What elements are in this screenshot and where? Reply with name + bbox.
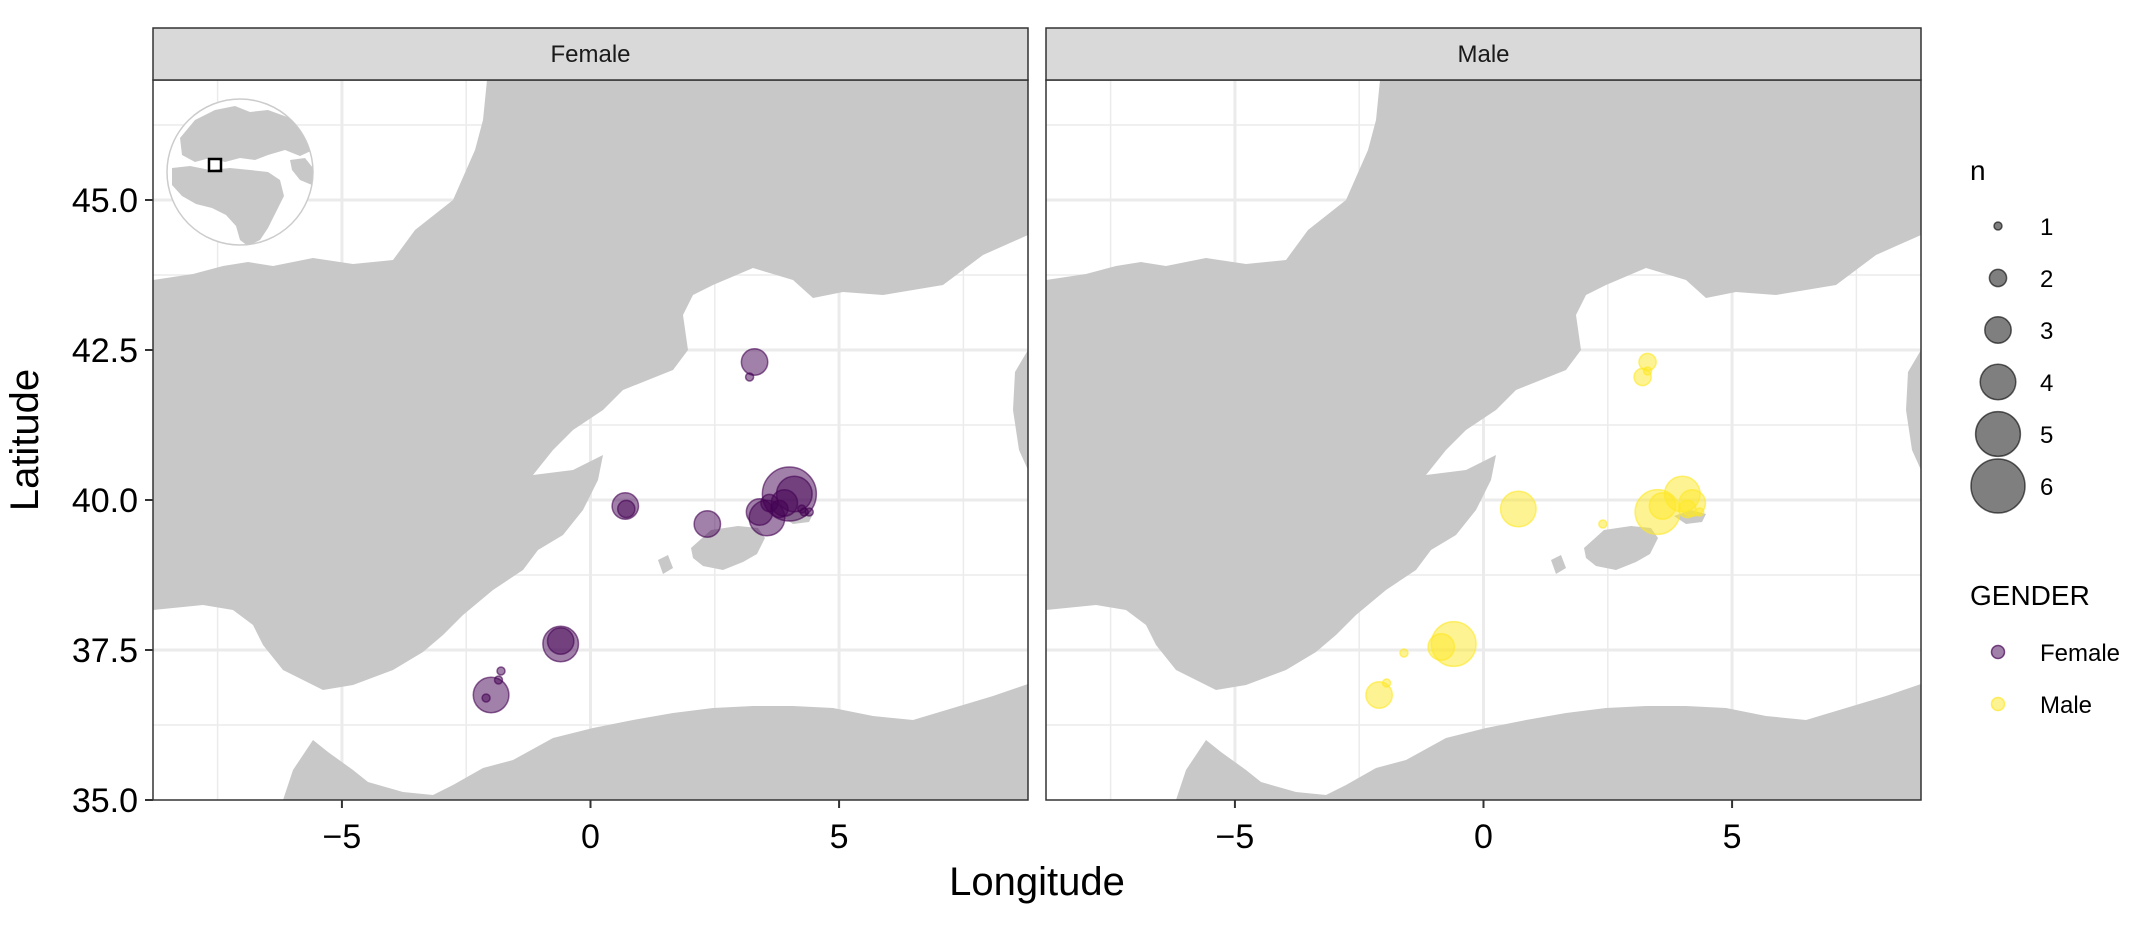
facet-strip: [152, 27, 1029, 81]
data-point-female: [472, 676, 510, 714]
data-point-male: [1399, 648, 1409, 658]
y-axis-title: Latitude: [3, 369, 47, 511]
y-tick-label: 40.0: [72, 482, 138, 520]
size-legend-key: [1974, 410, 2022, 458]
size-legend-label: 5: [2040, 422, 2053, 449]
color-legend-label: Female: [2040, 640, 2120, 667]
x-tick-label: 5: [830, 818, 849, 856]
size-legend-key: [1993, 221, 2003, 231]
size-legend-label: 6: [2040, 474, 2053, 501]
data-point-female: [616, 499, 636, 519]
x-tick-label: 0: [1474, 818, 1493, 856]
legend: n 1 2 3 4 5 6 GENDER Female Male: [1970, 155, 2120, 719]
size-legend-key: [1970, 458, 2026, 514]
facet-panel-female: Female: [152, 27, 1029, 801]
size-legend: 1 2 3 4 5 6: [1970, 214, 2053, 514]
globe-inset-extent-box: [207, 157, 223, 173]
x-axis: −5 0 5 −5 0 5: [323, 800, 1742, 856]
size-legend-title: n: [1970, 155, 1986, 186]
data-point-male: [1365, 681, 1394, 709]
data-point-female: [546, 627, 575, 655]
y-axis: 35.0 37.5 40.0 42.5 45.0: [72, 182, 153, 820]
data-point-male: [1499, 490, 1537, 528]
x-tick-label: 0: [581, 818, 600, 856]
y-tick-label: 45.0: [72, 182, 138, 220]
size-legend-key: [1988, 268, 2008, 288]
y-tick-label: 35.0: [72, 782, 138, 820]
facet-panel-male: Male: [1045, 27, 1922, 801]
data-point-male: [1381, 678, 1392, 688]
color-legend-title: GENDER: [1970, 580, 2090, 611]
data-point-male: [1642, 366, 1653, 376]
size-legend-label: 3: [2040, 318, 2053, 345]
size-legend-label: 1: [2040, 214, 2053, 241]
points-male: [1365, 352, 1707, 709]
data-point-male: [1695, 507, 1705, 517]
size-legend-label: 4: [2040, 370, 2053, 397]
y-tick-label: 37.5: [72, 632, 138, 670]
facet-strip: [1045, 27, 1922, 81]
size-legend-key: [1984, 316, 2012, 344]
points-female: [472, 348, 818, 714]
data-point-female: [740, 348, 769, 376]
data-point-female: [496, 666, 506, 676]
x-tick-label: 5: [1723, 818, 1742, 856]
data-point-male: [1677, 499, 1697, 519]
color-legend-key: [1990, 696, 2006, 712]
data-point-female: [693, 510, 722, 538]
globe-inset: [166, 98, 314, 246]
data-point-female: [804, 507, 814, 517]
x-tick-label: −5: [323, 818, 362, 856]
color-legend-label: Male: [2040, 692, 2092, 719]
data-point-female: [744, 372, 755, 382]
facet-strip-label: Female: [550, 41, 630, 68]
x-axis-title: Longitude: [949, 860, 1125, 904]
color-legend: Female Male: [1990, 640, 2120, 719]
data-point-female: [770, 499, 789, 519]
color-legend-key: [1990, 644, 2006, 660]
data-point-male: [1427, 633, 1456, 661]
size-legend-label: 2: [2040, 266, 2053, 293]
size-legend-key: [1979, 363, 2017, 401]
data-point-male: [1598, 519, 1608, 529]
data-point-female: [493, 675, 504, 685]
data-point-female: [481, 693, 491, 703]
x-tick-label: −5: [1216, 818, 1255, 856]
facet-strip-label: Male: [1457, 41, 1509, 68]
y-tick-label: 42.5: [72, 332, 138, 370]
